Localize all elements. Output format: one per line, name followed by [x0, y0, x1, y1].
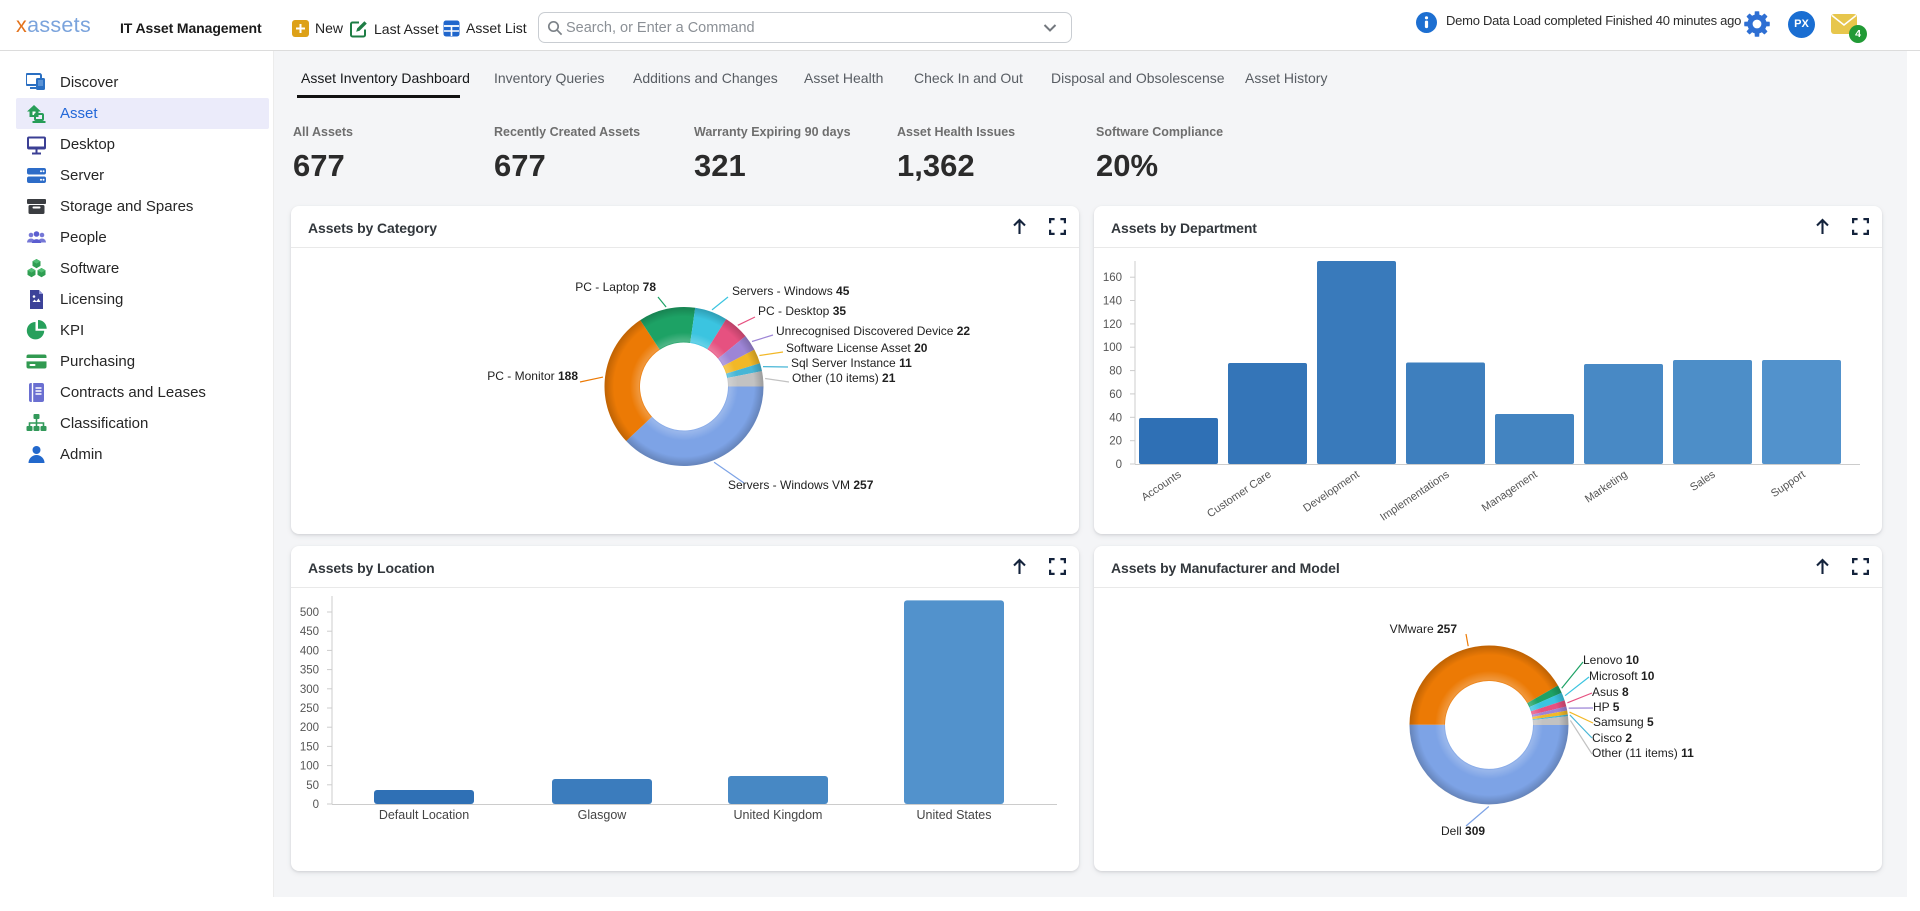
- svg-text:80: 80: [1109, 366, 1122, 378]
- svg-text:120: 120: [1103, 319, 1122, 331]
- svg-text:350: 350: [300, 665, 319, 677]
- svg-text:Management: Management: [1480, 469, 1540, 515]
- svg-text:160: 160: [1103, 272, 1122, 284]
- svg-text:Sales: Sales: [1688, 468, 1718, 494]
- svg-text:United Kingdom: United Kingdom: [734, 808, 823, 822]
- svg-text:Development: Development: [1301, 469, 1361, 515]
- svg-text:Glasgow: Glasgow: [578, 808, 628, 822]
- svg-text:Customer Care: Customer Care: [1205, 469, 1274, 521]
- svg-text:Accounts: Accounts: [1139, 468, 1184, 504]
- svg-text:Default Location: Default Location: [379, 808, 469, 822]
- svg-text:150: 150: [300, 741, 319, 753]
- svg-text:0: 0: [1116, 459, 1122, 471]
- svg-text:250: 250: [300, 703, 319, 715]
- svg-text:United States: United States: [916, 808, 991, 822]
- svg-text:140: 140: [1103, 296, 1122, 308]
- svg-text:20: 20: [1109, 436, 1122, 448]
- svg-text:400: 400: [300, 645, 319, 657]
- svg-text:200: 200: [300, 722, 319, 734]
- svg-text:Support: Support: [1769, 469, 1808, 500]
- svg-text:Marketing: Marketing: [1583, 469, 1630, 506]
- svg-text:40: 40: [1109, 412, 1122, 424]
- svg-text:Implementations: Implementations: [1378, 468, 1452, 523]
- svg-text:60: 60: [1109, 389, 1122, 401]
- svg-text:50: 50: [306, 780, 319, 792]
- svg-text:500: 500: [300, 607, 319, 619]
- svg-text:300: 300: [300, 684, 319, 696]
- svg-text:450: 450: [300, 626, 319, 638]
- svg-text:100: 100: [300, 761, 319, 773]
- svg-text:100: 100: [1103, 342, 1122, 354]
- svg-text:0: 0: [313, 799, 319, 811]
